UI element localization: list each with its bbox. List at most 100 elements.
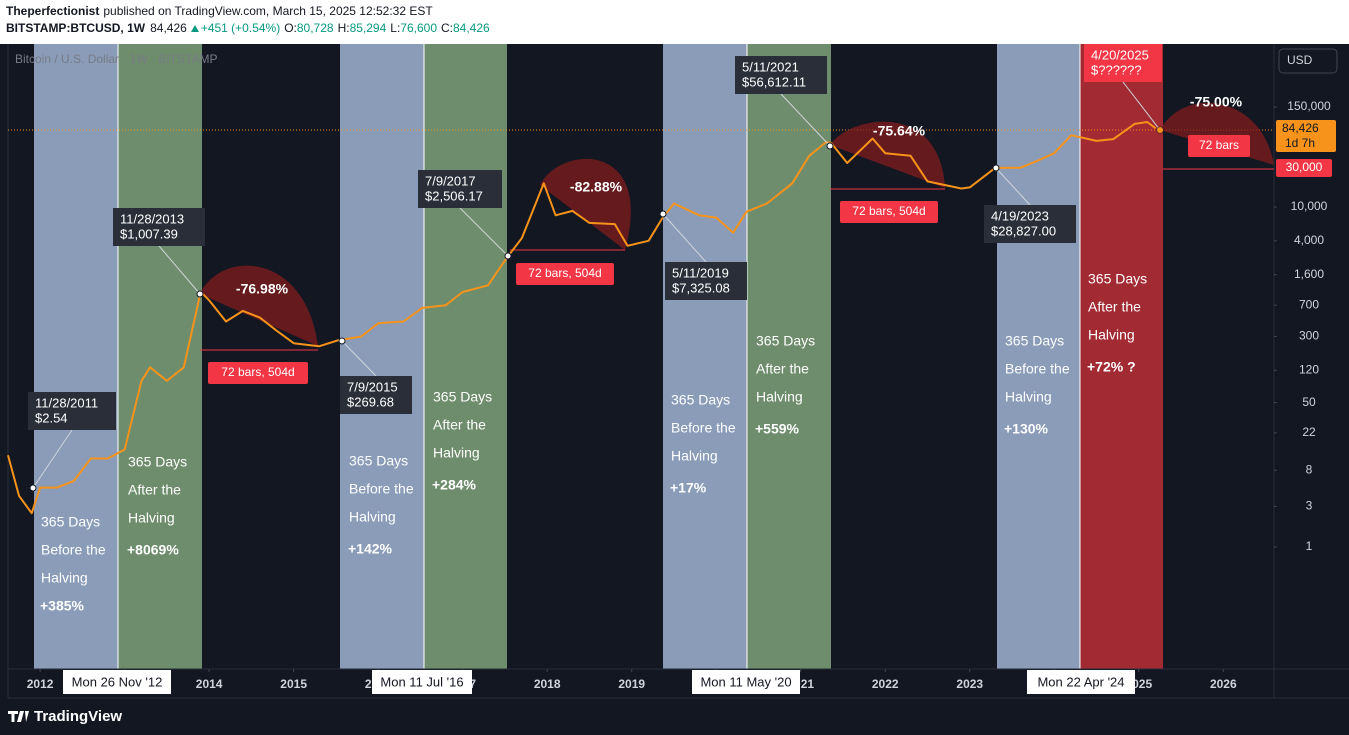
drawdown-label: -82.88% <box>570 179 623 195</box>
range-box <box>1188 135 1250 157</box>
callout-price: $2,506.17 <box>425 188 483 203</box>
callout-price: $2.54 <box>35 410 68 425</box>
period-change: +8069% <box>127 542 179 558</box>
ohlc-value: 84,426 <box>453 21 490 35</box>
x-tick-label: 2014 <box>196 677 223 691</box>
currency: USD <box>1287 53 1313 67</box>
currency-button[interactable] <box>1278 48 1338 74</box>
ohlc-value: 80,728 <box>297 21 334 35</box>
y-tick-label: 50 <box>1302 395 1316 409</box>
period-text: Halving <box>671 448 718 464</box>
date-box-label: Mon 22 Apr '24 <box>1037 674 1124 689</box>
period-text: 365 Days <box>756 333 815 349</box>
drawdown-arc <box>200 265 318 346</box>
callout-box <box>984 205 1076 243</box>
period-text: Before the <box>1005 361 1070 377</box>
range-label: 72 bars, 504d <box>221 365 294 379</box>
period-text: Before the <box>41 542 106 558</box>
callout-price: $56,612.11 <box>742 74 806 89</box>
callout-box <box>1084 44 1162 82</box>
date-box-label: Mon 11 May '20 <box>700 674 791 689</box>
y-tick-label: 22 <box>1302 425 1316 439</box>
y-tick-label: 150,000 <box>1287 99 1331 113</box>
callout-box <box>28 392 116 430</box>
ohlc-value: 76,600 <box>400 21 437 35</box>
ohlc-label: C: <box>441 21 453 35</box>
callout-box <box>665 262 747 300</box>
date-box <box>692 670 800 694</box>
period-text: Halving <box>349 509 396 525</box>
y-tick-label: 700 <box>1299 297 1319 311</box>
x-tick-label: 2015 <box>280 677 307 691</box>
price-tag-label: 84,426 <box>1282 121 1319 135</box>
period-text: 365 Days <box>1005 333 1064 349</box>
publish-info: published on TradingView.com, March 15, … <box>103 4 433 18</box>
x-tick-label: 2019 <box>618 677 645 691</box>
callout-leader <box>158 245 201 295</box>
period-text: After the <box>756 361 809 377</box>
callout-box <box>113 208 205 246</box>
drawdown-arc <box>830 121 945 188</box>
period-change: +142% <box>348 541 393 557</box>
callout-box <box>735 56 827 94</box>
period-text: 365 Days <box>433 389 492 405</box>
y-tick-label: 10,000 <box>1291 199 1328 213</box>
period-text: After the <box>1088 299 1141 315</box>
callout-leader <box>32 429 73 489</box>
period-text: Halving <box>756 389 803 405</box>
y-tick-label: 4,000 <box>1294 233 1324 247</box>
price-line <box>7 121 1157 515</box>
callout-price: $7,325.08 <box>672 280 730 295</box>
callout-date: 7/9/2015 <box>347 379 398 394</box>
x-tick-label: 2023 <box>956 677 983 691</box>
period-change: +284% <box>432 477 477 493</box>
level-tag-label: 30,000 <box>1286 160 1323 174</box>
band-after <box>747 44 831 669</box>
callout-point <box>504 252 512 260</box>
band-before <box>340 44 424 669</box>
callout-date: 11/28/2011 <box>35 395 98 410</box>
drawdown-arc <box>540 158 631 250</box>
callout-point <box>29 484 37 492</box>
band-before <box>997 44 1080 669</box>
callout-leader <box>662 213 707 263</box>
callout-date: 11/28/2013 <box>120 211 184 226</box>
x-tick-label: 2022 <box>872 677 899 691</box>
period-text: After the <box>433 417 486 433</box>
callout-point <box>992 164 1000 172</box>
range-box <box>840 201 938 223</box>
callout-date: 5/11/2019 <box>672 265 729 280</box>
last: 84,426 <box>150 21 187 35</box>
callout-leader <box>1122 81 1161 131</box>
period-text: After the <box>128 482 181 498</box>
date-box-label: Mon 11 Jul '16 <box>380 674 463 689</box>
band-before <box>663 44 747 669</box>
drawdown-label: -76.98% <box>236 281 289 297</box>
period-text: 365 Days <box>349 453 408 469</box>
y-tick-label: 1 <box>1306 539 1313 553</box>
callout-point <box>826 142 834 150</box>
y-tick-label: 1,600 <box>1294 267 1324 281</box>
footer-logo: TradingView <box>34 708 122 725</box>
callout-date: 7/9/2017 <box>425 173 476 188</box>
callout-date: 4/20/2025 <box>1091 47 1149 62</box>
callout-point <box>196 290 204 298</box>
ohlc-label: H: <box>338 21 350 35</box>
callout-point <box>659 210 667 218</box>
change: +451 (+0.54%) <box>201 21 280 35</box>
x-tick-label: 2018 <box>534 677 561 691</box>
period-change: +17% <box>670 480 707 496</box>
period-change: +72% ? <box>1087 359 1136 375</box>
band-before <box>34 44 118 669</box>
y-tick-label: 8 <box>1306 462 1313 476</box>
callout-leader <box>459 207 509 257</box>
ohlc-value: 85,294 <box>350 21 387 35</box>
range-box <box>208 362 308 384</box>
callout-price: $1,007.39 <box>120 226 178 241</box>
y-tick-label: 300 <box>1299 329 1319 343</box>
period-text: 365 Days <box>1088 271 1147 287</box>
y-tick-label: 120 <box>1299 362 1319 376</box>
period-text: Halving <box>128 510 175 526</box>
drawdown-label: -75.64% <box>873 123 926 139</box>
